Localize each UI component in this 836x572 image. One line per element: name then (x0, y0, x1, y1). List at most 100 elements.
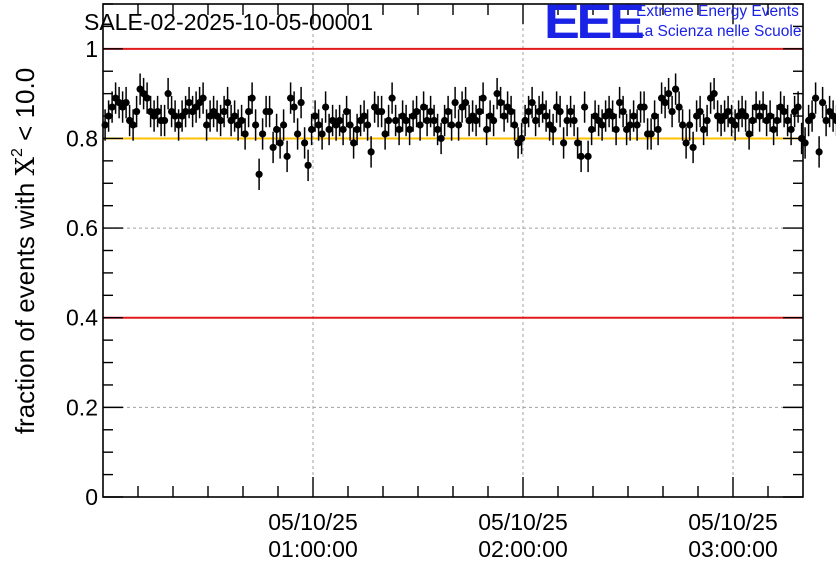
data-point (703, 116, 711, 125)
data-point (567, 107, 575, 116)
y-axis-label-symbol: X (11, 156, 41, 175)
data-point (294, 130, 302, 138)
data-point (437, 134, 445, 143)
data-point (185, 99, 193, 107)
data-point (574, 139, 582, 147)
data-point (199, 94, 207, 102)
data-point (745, 130, 753, 138)
data-point (570, 116, 578, 125)
data-point (388, 94, 396, 102)
data-point (668, 107, 676, 116)
data-point (154, 107, 162, 116)
data-point (182, 107, 190, 116)
data-point (619, 107, 627, 116)
data-point (472, 116, 480, 125)
data-point (507, 107, 515, 116)
eee-logo-mark: EEE (544, 0, 645, 49)
y-axis-label-suffix: < 10.0 (10, 68, 40, 148)
data-point (266, 107, 274, 116)
y-axis-label-power: 2 (9, 148, 26, 157)
data-point (756, 112, 764, 120)
data-point (675, 103, 683, 111)
data-point (682, 139, 690, 147)
data-point (122, 99, 130, 107)
data-point (833, 116, 836, 125)
data-point (175, 121, 183, 129)
data-point (679, 121, 687, 129)
data-point (584, 152, 592, 160)
data-point (367, 148, 375, 156)
data-point (311, 112, 319, 120)
data-point (339, 125, 347, 134)
data-point (616, 99, 624, 107)
data-point (353, 125, 361, 134)
data-point (490, 116, 498, 125)
data-point (815, 148, 823, 156)
plot-frame (102, 3, 804, 498)
data-point (297, 99, 305, 107)
data-point (441, 116, 449, 125)
data-point (430, 116, 438, 125)
x-tick-label-time: 01:00:00 (268, 536, 358, 562)
data-point (588, 125, 596, 134)
data-point (640, 103, 648, 111)
data-point (630, 112, 638, 120)
data-point (539, 103, 547, 111)
data-point (773, 116, 781, 125)
data-point (318, 130, 326, 138)
data-point (164, 90, 172, 98)
data-point (521, 116, 529, 125)
data-point (528, 99, 536, 107)
data-point (742, 112, 750, 120)
y-tick-label: 1 (85, 36, 98, 62)
data-point (794, 103, 802, 111)
data-point (787, 125, 795, 134)
y-tick-label: 0.4 (66, 305, 98, 331)
data-point (752, 103, 760, 111)
y-tick-label: 0.6 (66, 215, 98, 241)
data-point (696, 107, 704, 116)
data-point (392, 116, 400, 125)
data-point (406, 125, 414, 134)
data-point (248, 94, 256, 102)
data-point (220, 107, 228, 116)
data-point (448, 121, 456, 129)
data-point (143, 94, 151, 102)
data-point (766, 112, 774, 120)
data-point (217, 116, 225, 125)
data-point (224, 99, 232, 107)
data-point (203, 121, 211, 129)
data-point (283, 152, 291, 160)
data-point (647, 130, 655, 138)
data-point (290, 103, 298, 111)
data-point (483, 125, 491, 134)
data-point (402, 116, 410, 125)
x-tick-label-date: 05/10/25 (688, 509, 778, 535)
data-point (416, 121, 424, 129)
data-point (364, 121, 372, 129)
data-point (350, 139, 358, 147)
data-point (556, 107, 564, 116)
data-point (322, 103, 330, 111)
data-point (336, 116, 344, 125)
data-point (819, 99, 827, 107)
data-point (238, 116, 246, 125)
data-point (525, 107, 533, 116)
x-tick-label-time: 02:00:00 (478, 536, 568, 562)
data-point (273, 125, 281, 134)
data-point (581, 103, 589, 111)
data-point (710, 90, 718, 98)
data-point (770, 125, 778, 134)
data-point (612, 125, 620, 134)
data-point (241, 130, 249, 138)
data-point (161, 116, 169, 125)
data-point (420, 103, 428, 111)
x-tick-label-date: 05/10/25 (268, 509, 358, 535)
data-point (654, 125, 662, 134)
data-point (510, 121, 519, 129)
data-point (259, 130, 267, 138)
data-point (598, 121, 606, 129)
data-point (633, 121, 641, 129)
data-point (476, 107, 484, 116)
